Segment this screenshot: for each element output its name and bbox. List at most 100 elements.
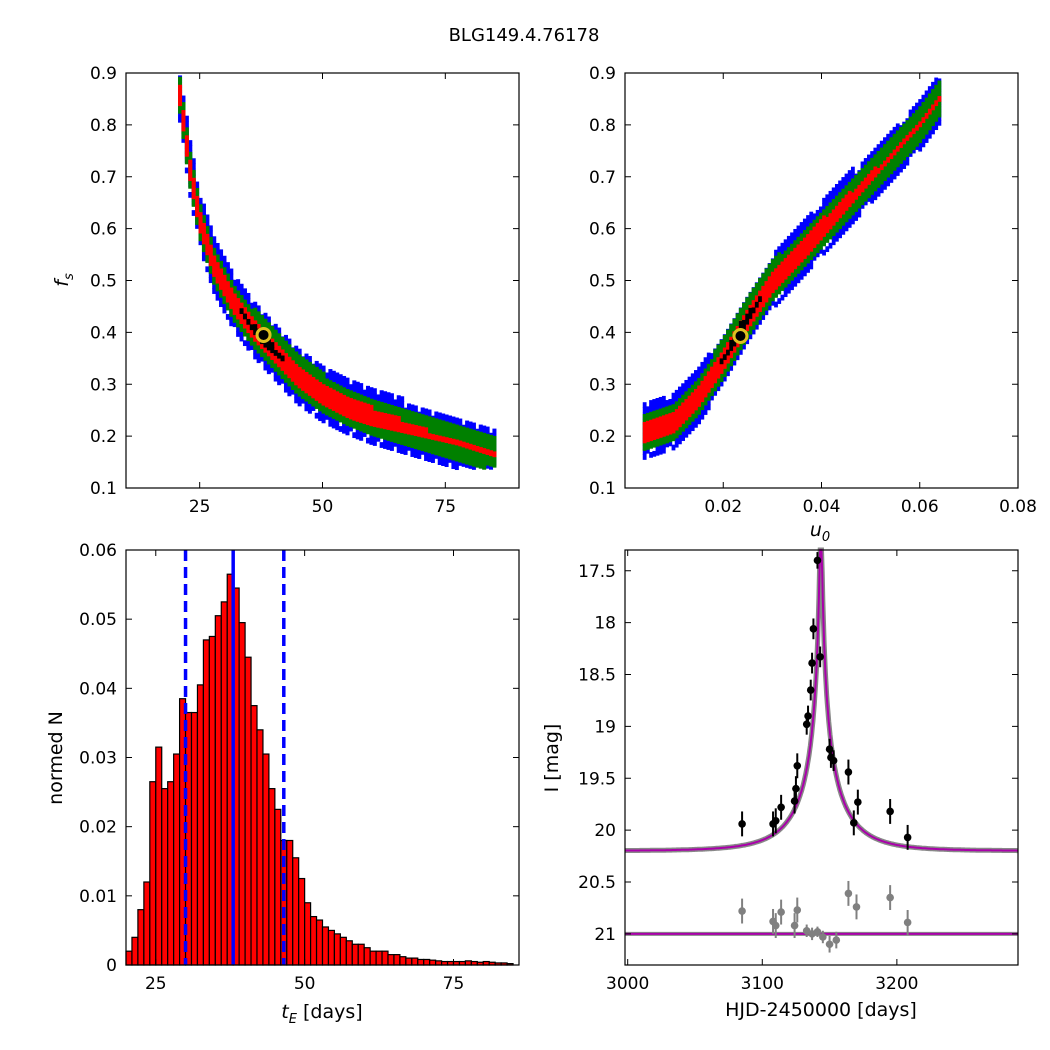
- p2-cell-green: [927, 114, 932, 120]
- p2-cell-red: [777, 270, 782, 276]
- p2-cell-blue: [748, 333, 753, 340]
- p2-cell-green: [921, 122, 926, 129]
- p2-cell-blue: [876, 144, 881, 150]
- p1-cell-green: [475, 435, 480, 442]
- p1-cell-blue: [338, 374, 343, 381]
- p1-cell-green: [352, 422, 357, 429]
- p2-cell-green: [850, 188, 855, 195]
- p2-cell-green: [915, 130, 919, 137]
- p1-cell-red: [393, 425, 398, 432]
- p1-cell-green: [403, 414, 408, 421]
- p1-cell-blue: [314, 412, 319, 419]
- p2-cell-green: [751, 318, 756, 325]
- p2-cell-green: [879, 173, 884, 180]
- p1-cell-blue: [201, 203, 206, 210]
- p1-cell-blue: [280, 377, 285, 384]
- p1-cell-green: [434, 423, 439, 430]
- p1-cell-green: [444, 426, 449, 433]
- p1-cell-blue: [359, 429, 364, 436]
- p2-cell-red: [703, 381, 708, 388]
- p2-cell-green: [918, 132, 923, 138]
- p1-cell-blue: [318, 415, 323, 422]
- p2-ytick-label: 0.3: [589, 375, 616, 395]
- p1-cell-red: [448, 437, 453, 444]
- p1-cell-green: [485, 439, 490, 445]
- p2-cell-green: [726, 360, 730, 367]
- p1-cell-blue: [222, 307, 227, 314]
- p2-cell-red: [818, 219, 823, 225]
- p2-cell-red: [716, 357, 721, 364]
- p2-cell-red: [799, 241, 804, 247]
- p2-cell-red: [870, 170, 875, 176]
- p1-cell-blue: [417, 447, 422, 454]
- p2-cell-blue: [883, 137, 887, 144]
- p2-cell-green: [812, 250, 817, 257]
- p1-cell-green: [372, 399, 377, 406]
- p2-ytick-label: 0.9: [589, 64, 616, 84]
- p2-cell-red: [786, 254, 791, 261]
- p2-cell-green: [719, 339, 724, 346]
- p1-cell-green: [355, 393, 360, 399]
- p1-cell-red: [318, 381, 323, 388]
- p2-cell-green: [899, 126, 903, 133]
- p2-cell-blue: [703, 409, 708, 415]
- p2-cell-green: [761, 304, 766, 311]
- p1-cell-red: [236, 308, 241, 315]
- p1-cell-green: [437, 440, 442, 446]
- p2-cell-red: [815, 228, 820, 234]
- p1-cell-green: [297, 390, 302, 397]
- p1-cell-red: [468, 443, 473, 450]
- p2-cell-red: [931, 104, 935, 111]
- p1-cell-blue: [253, 348, 258, 355]
- p2-cell-green: [719, 345, 724, 351]
- p1-cell-green: [492, 461, 497, 468]
- p2-cell-blue: [921, 94, 926, 101]
- p2-cell-green: [716, 375, 721, 382]
- p1-cell-blue: [465, 420, 470, 427]
- p1-cell-green: [321, 407, 326, 414]
- p2-cell-black: [742, 325, 746, 331]
- p2-cell-blue: [921, 141, 926, 148]
- p1-cell-green: [191, 169, 196, 176]
- p2-cell-green: [899, 147, 903, 154]
- p2-cell-red: [767, 281, 772, 288]
- p1-cell-green: [430, 417, 435, 424]
- p2-cell-blue: [870, 192, 875, 199]
- p1-cell-green: [471, 440, 476, 446]
- p2-cell-red: [697, 395, 702, 402]
- p2-cell-blue: [658, 402, 663, 408]
- p1-cell-red: [311, 392, 316, 399]
- p2-cell-red: [774, 273, 778, 280]
- p3-histogram-bar: [387, 954, 395, 966]
- p2-cell-blue: [706, 404, 711, 411]
- p2-cell-green: [924, 102, 929, 109]
- p2-cell-red: [690, 392, 695, 399]
- p2-cell-red: [847, 190, 852, 197]
- p1-cell-green: [345, 420, 350, 426]
- p1-cell-green: [478, 452, 483, 459]
- p1-cell-red: [324, 391, 329, 397]
- p1-cell-blue: [478, 424, 483, 431]
- p2-cell-green: [860, 173, 865, 180]
- p1-cell-red: [338, 403, 343, 410]
- p2-cell-green: [774, 286, 778, 293]
- p2-cell-blue: [677, 386, 682, 393]
- p2-cell-red: [905, 135, 910, 141]
- p2-cell-red: [719, 368, 724, 374]
- p1-cell-green: [448, 432, 453, 439]
- p2-cell-blue: [931, 128, 935, 135]
- p1-cell-green: [246, 304, 251, 310]
- p2-cell-green: [905, 125, 910, 132]
- p1-cell-red: [205, 239, 210, 245]
- p2-cell-green: [687, 419, 692, 425]
- p2-cell-red: [790, 256, 794, 263]
- p1-cell-green: [287, 375, 292, 382]
- p1-cell-green: [420, 419, 425, 426]
- p1-cell-red: [331, 405, 336, 411]
- p1-cell-red: [403, 427, 408, 434]
- p2-cell-green: [674, 432, 679, 439]
- p2-cell-blue: [889, 177, 894, 183]
- p2-cell-blue: [895, 123, 900, 130]
- p1-cell-red: [191, 177, 196, 184]
